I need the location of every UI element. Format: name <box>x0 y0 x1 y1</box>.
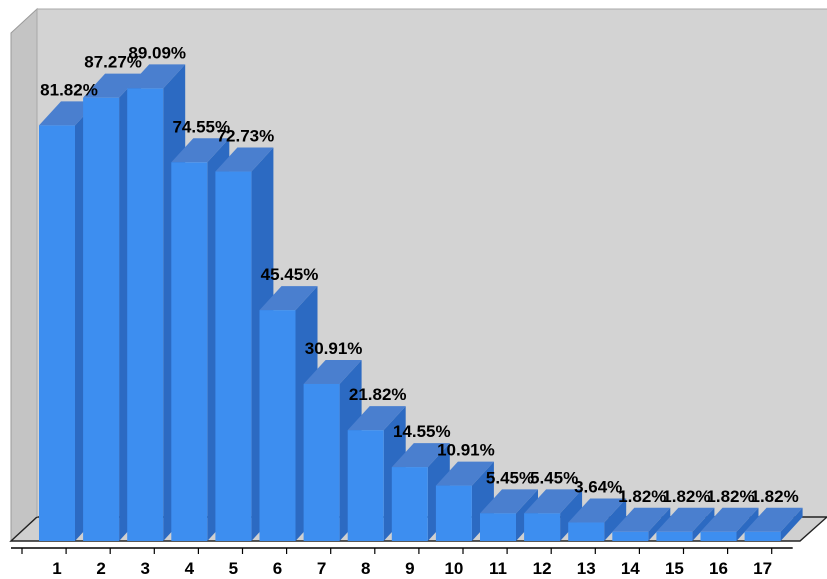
bar-top <box>700 507 759 532</box>
bar-top <box>612 507 671 532</box>
data-label: 5.45% <box>530 468 578 487</box>
bar-front <box>391 467 428 541</box>
bar-side <box>692 507 715 541</box>
x-tick-label: 17 <box>753 559 772 578</box>
bar-series <box>39 64 803 542</box>
x-axis: 1 2 3 4 5 6 7 8 9 10 11 12 13 14 15 16 17 <box>11 547 793 578</box>
bar-front <box>259 310 296 541</box>
bar <box>656 507 715 541</box>
bar-top <box>568 498 627 523</box>
bar-front <box>480 513 516 541</box>
x-tick-label: 14 <box>621 559 640 578</box>
bar-top <box>259 286 318 311</box>
bar-front <box>215 171 252 541</box>
bar-top <box>171 138 230 163</box>
x-tick-label: 6 <box>273 559 282 578</box>
back-wall-edge <box>36 8 827 517</box>
bar <box>524 489 583 541</box>
data-label: 89.09% <box>128 43 186 62</box>
bar-top <box>435 461 494 486</box>
bar-top <box>127 64 186 89</box>
data-label: 74.55% <box>172 117 230 136</box>
bar <box>700 507 759 541</box>
data-label: 1.82% <box>750 487 798 506</box>
x-tick-label: 2 <box>96 559 105 578</box>
data-label: 87.27% <box>84 53 142 72</box>
bar-side <box>604 498 627 541</box>
data-label: 81.82% <box>40 80 98 99</box>
bar-top <box>39 101 97 126</box>
bar-top <box>656 507 715 532</box>
x-tick-label: 5 <box>229 559 238 578</box>
bar-side <box>560 489 583 541</box>
bar <box>612 507 671 541</box>
x-tick-label: 3 <box>140 559 149 578</box>
data-label: 1.82% <box>706 487 754 506</box>
x-tick-label: 1 <box>52 559 61 578</box>
x-tick-label: 11 <box>489 559 507 578</box>
data-label: 10.91% <box>437 441 495 460</box>
data-label: 1.82% <box>662 487 710 506</box>
bar-front <box>612 531 649 541</box>
bar-front <box>568 522 605 541</box>
x-tick-label: 9 <box>405 559 414 578</box>
data-label: 1.82% <box>618 487 666 506</box>
x-tick-label: 4 <box>185 559 195 578</box>
data-labels: 81.82% 87.27%89.09% 74.55%72.73% 45.45% 30.9… <box>40 43 799 505</box>
bar-front <box>347 430 384 541</box>
bar-front <box>39 125 75 541</box>
x-tick-label: 8 <box>361 559 370 578</box>
bar-top <box>347 406 406 431</box>
x-tick-label: 12 <box>533 559 552 578</box>
x-tick-label: 7 <box>317 559 326 578</box>
bar-front <box>524 513 561 541</box>
side-wall <box>10 7 38 543</box>
bar-top <box>303 359 362 384</box>
bar-top <box>524 489 583 514</box>
bar-front <box>83 97 120 542</box>
data-label: 45.45% <box>261 265 319 284</box>
x-tick-label: 13 <box>577 559 596 578</box>
bar-top <box>391 443 450 468</box>
bar-top <box>744 507 803 532</box>
bar-side <box>780 507 803 541</box>
x-tick-label: 15 <box>665 559 684 578</box>
bar-front <box>700 531 737 541</box>
bar-front <box>303 383 340 541</box>
data-label: 72.73% <box>217 127 275 146</box>
bar <box>744 507 803 541</box>
x-tick-label: 10 <box>444 559 463 578</box>
bar-side <box>736 507 759 541</box>
bar <box>568 498 627 541</box>
bar-front <box>127 88 164 542</box>
bar-top <box>215 147 274 172</box>
bar-top <box>83 73 142 98</box>
data-label: 21.82% <box>349 385 407 404</box>
bar <box>391 443 450 541</box>
data-label: 3.64% <box>574 478 622 497</box>
data-label: 5.45% <box>486 468 534 487</box>
x-tick-label: 16 <box>709 559 728 578</box>
bar-front <box>435 485 472 541</box>
bar-front <box>656 531 693 541</box>
data-label: 14.55% <box>393 422 451 441</box>
bar-front <box>744 531 781 541</box>
bar-front <box>171 162 208 541</box>
bar-side <box>648 507 671 541</box>
bar-top <box>480 489 538 514</box>
data-label: 30.91% <box>305 339 363 358</box>
